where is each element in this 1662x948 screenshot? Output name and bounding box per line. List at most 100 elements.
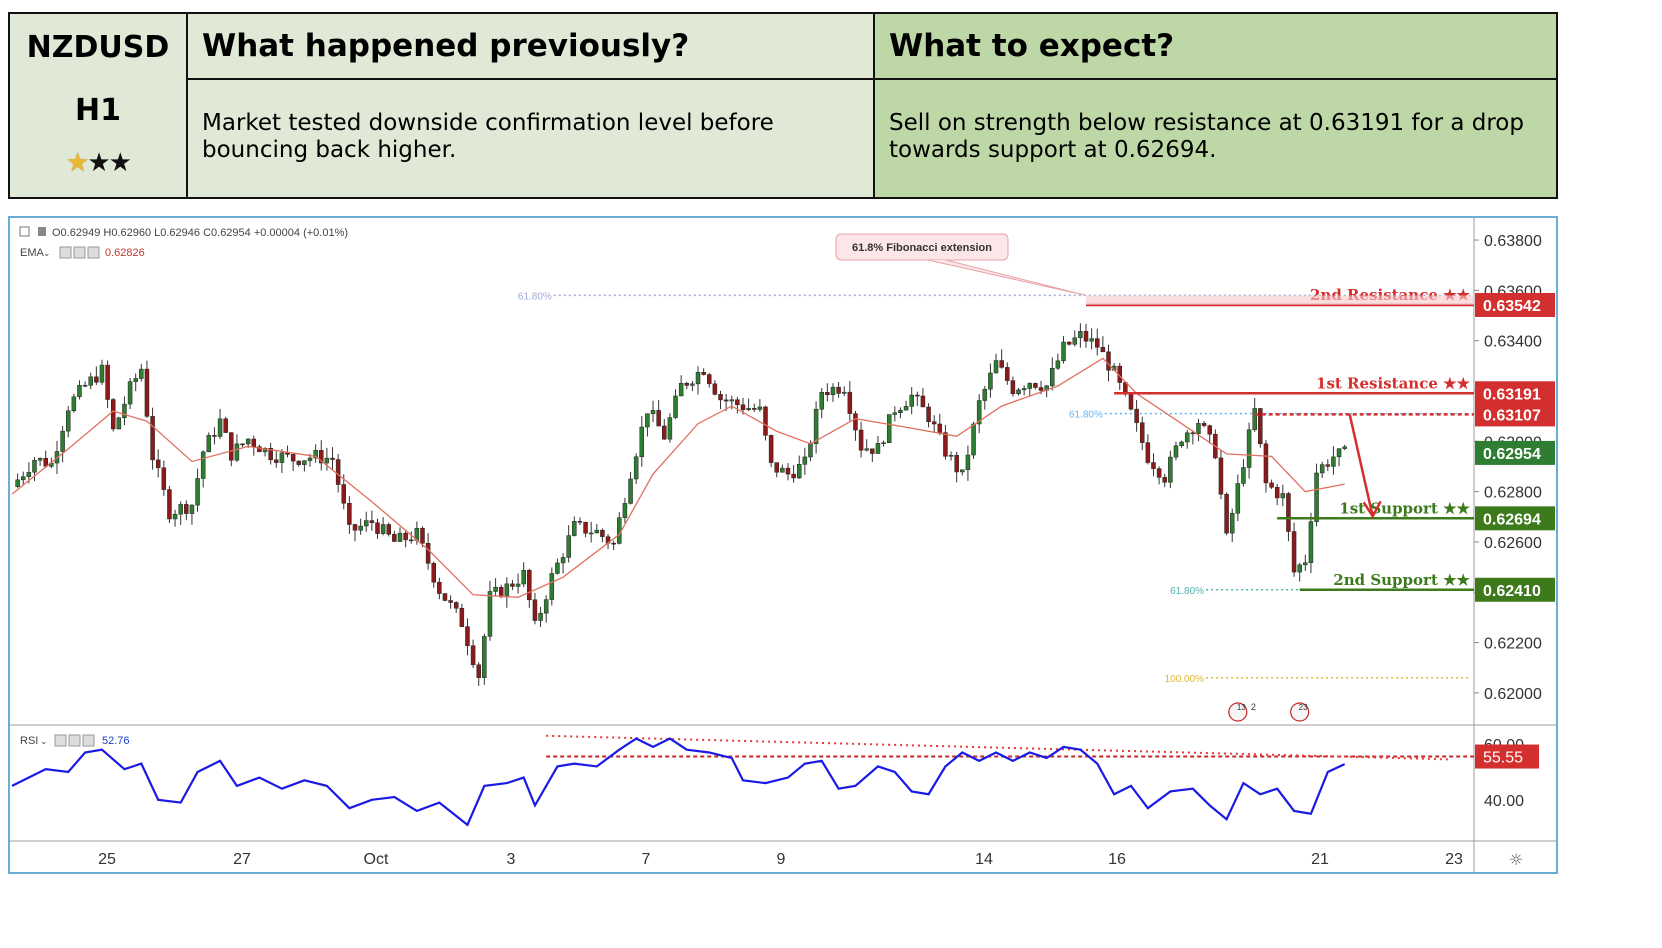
candle-bearish <box>184 504 189 514</box>
gear-icon <box>68 734 81 747</box>
candle-bullish <box>881 442 886 444</box>
rsi-line <box>11 737 1346 827</box>
price-axis-label: 0.63400 <box>1484 334 1542 351</box>
candle-bullish <box>729 399 735 402</box>
price-axis-label: 0.62600 <box>1484 535 1542 552</box>
candle-bullish <box>487 591 493 637</box>
close-icon <box>87 246 100 259</box>
candle-bearish <box>1005 367 1010 381</box>
expect-title: What to expect? <box>875 14 1556 80</box>
candle-bearish <box>330 457 335 460</box>
expect-cell: What to expect? Sell on strength below r… <box>875 14 1556 197</box>
candle-bullish <box>678 382 684 397</box>
candle-bearish <box>920 395 926 408</box>
event-count: 2 <box>1251 702 1256 712</box>
candle-bearish <box>223 418 228 433</box>
candle-bearish <box>290 454 296 462</box>
price-axis-label: 0.62000 <box>1484 686 1542 703</box>
candle-bullish <box>234 443 240 461</box>
chart-panel[interactable]: 0.638000.636000.634000.632000.630000.628… <box>8 216 1558 874</box>
candle-bearish <box>853 413 858 431</box>
candle-bullish <box>802 456 808 465</box>
candle-bearish <box>1224 493 1229 534</box>
candle-bullish <box>993 360 999 374</box>
price-tag-label: 0.63107 <box>1483 407 1541 424</box>
candle-bullish <box>307 457 313 461</box>
candle-bullish <box>1303 562 1308 566</box>
previous-title: What happened previously? <box>188 14 873 80</box>
fib-annotation-label: 61.8% Fibonacci extension <box>852 242 992 254</box>
price-chart[interactable]: 0.638000.636000.634000.632000.630000.628… <box>10 218 1556 872</box>
candle-bullish <box>313 450 318 459</box>
candle-bullish <box>886 414 892 443</box>
candle-bearish <box>150 416 155 461</box>
candle-bearish <box>1100 347 1106 353</box>
fib-level-label: 61.80% <box>1069 410 1103 421</box>
time-axis-label: 16 <box>1108 851 1126 868</box>
candle-bearish <box>785 467 791 475</box>
event-count: 23 <box>1299 703 1308 712</box>
candle-bearish <box>459 607 465 627</box>
candle-bearish <box>1066 341 1072 345</box>
candle-bullish <box>819 392 824 410</box>
candle-bearish <box>1095 338 1100 348</box>
candle-bullish <box>116 417 122 430</box>
candle-bullish <box>380 524 386 534</box>
candle-bearish <box>836 386 841 394</box>
candle-bullish <box>971 423 976 456</box>
candle-bullish <box>1021 388 1027 391</box>
candle-bearish <box>110 399 116 430</box>
candle-bearish <box>296 460 302 465</box>
candle-bullish <box>988 372 993 390</box>
candle-bullish <box>1235 483 1241 514</box>
price-tag-label: 0.62694 <box>1483 511 1541 528</box>
candle-bearish <box>319 450 324 464</box>
candle-bearish <box>352 524 358 531</box>
candle-bearish <box>498 586 504 598</box>
candle-bullish <box>200 451 206 479</box>
candle-bearish <box>577 521 583 523</box>
price-tag-label: 0.62410 <box>1483 583 1541 600</box>
candle-bullish <box>1252 408 1257 431</box>
trade-summary-header: NZDUSD H1 ★★★ What happened previously? … <box>8 12 1558 199</box>
candle-bullish <box>594 529 600 534</box>
candle-bullish <box>482 636 487 678</box>
candle-bullish <box>892 412 898 415</box>
ohlc-readout: O0.62949 H0.62960 L0.62946 C0.62954 +0.0… <box>52 227 348 239</box>
price-tag-label: 0.63542 <box>1483 298 1541 315</box>
candle-bearish <box>1134 408 1139 423</box>
candle-bearish <box>718 394 723 401</box>
candle-bullish <box>172 513 178 520</box>
candle-bullish <box>808 443 813 458</box>
candle-bullish <box>628 478 633 504</box>
candle-bearish <box>268 448 273 461</box>
candle-bearish <box>369 520 375 523</box>
candle-bullish <box>32 460 37 473</box>
candle-bearish <box>1274 486 1280 499</box>
candle-bullish <box>1050 368 1055 387</box>
candle-bearish <box>931 421 937 425</box>
candle-bullish <box>588 532 594 535</box>
candle-bullish <box>20 476 26 481</box>
candle-bearish <box>1291 531 1297 573</box>
candle-bullish <box>88 376 93 386</box>
time-axis-label: 14 <box>975 851 993 868</box>
candle-bearish <box>212 435 217 437</box>
previous-cell: What happened previously? Market tested … <box>188 14 875 197</box>
candle-bullish <box>122 403 127 419</box>
candle-bearish <box>1258 408 1263 445</box>
candle-bullish <box>538 612 543 621</box>
candle-bearish <box>470 645 476 666</box>
candle-bearish <box>656 410 661 427</box>
candle-bearish <box>1156 468 1162 478</box>
price-tag-label: 0.63191 <box>1483 386 1541 403</box>
candle-bearish <box>1038 387 1044 391</box>
expect-text: Sell on strength below resistance at 0.6… <box>889 110 1524 163</box>
candle-bearish <box>943 432 948 457</box>
candle-bearish <box>155 459 161 469</box>
rsi-level-tag-label: 55.55 <box>1483 750 1523 767</box>
candle-bullish <box>1179 441 1184 446</box>
candle-bullish <box>875 443 881 454</box>
candle-bearish <box>1269 482 1274 488</box>
candle-bullish <box>1055 360 1061 369</box>
